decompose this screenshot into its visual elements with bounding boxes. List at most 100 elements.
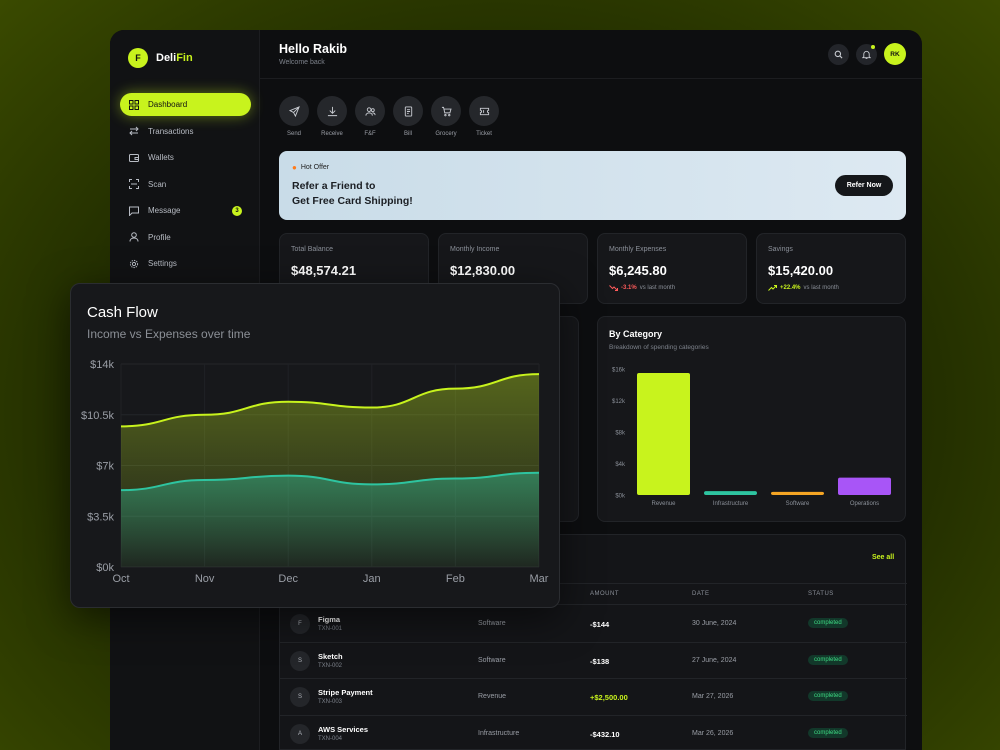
sidebar-item-dashboard[interactable]: Dashboard xyxy=(120,93,251,116)
download-icon xyxy=(327,106,337,116)
logo[interactable]: F DeliFin xyxy=(128,48,193,68)
sidebar-item-label: Transactions xyxy=(148,126,194,136)
table-row[interactable]: S Sketch TXN-002 Software -$138 27 June,… xyxy=(280,643,907,679)
offer-tag-label: Hot Offer xyxy=(300,164,330,171)
sidebar-item-label: Scan xyxy=(148,179,167,189)
action-grocery[interactable]: Grocery xyxy=(431,96,461,137)
x-tick-label: Infrastructure xyxy=(713,501,749,507)
x-tick-label: Operations xyxy=(850,501,879,507)
merchant-avatar: S xyxy=(290,687,310,707)
y-tick-label: $8k xyxy=(615,431,626,437)
sidebar-item-scan[interactable]: Scan xyxy=(120,173,251,196)
action-label: Grocery xyxy=(435,131,457,137)
bell-icon xyxy=(862,50,871,59)
action-send[interactable]: Send xyxy=(279,96,309,137)
y-tick-label: $7k xyxy=(96,461,114,473)
sidebar-item-message[interactable]: Message 3 xyxy=(120,199,251,222)
column-header-amount[interactable]: AMOUNT xyxy=(590,591,619,597)
user-icon xyxy=(129,232,139,242)
stat-monthly-expenses: Monthly Expenses $6,245.80 -3.1% vs last… xyxy=(597,233,747,304)
offer-line2: Get Free Card Shipping! xyxy=(292,195,413,207)
y-tick-label: $4k xyxy=(615,462,626,468)
trend-text: vs last month xyxy=(803,285,839,291)
action-label: Bill xyxy=(403,131,412,137)
y-tick-label: $10.5k xyxy=(81,410,115,422)
trend-up-icon xyxy=(768,285,777,291)
send-icon xyxy=(288,105,300,117)
sidebar-item-profile[interactable]: Profile xyxy=(120,226,251,249)
stat-savings: Savings $15,420.00 +22.4% vs last month xyxy=(756,233,906,304)
notifications-button[interactable] xyxy=(856,44,877,65)
sidebar-item-label: Profile xyxy=(148,232,171,242)
sidebar-item-wallets[interactable]: Wallets xyxy=(120,146,251,169)
action-grocery-circle xyxy=(431,96,461,126)
search-button[interactable] xyxy=(828,44,849,65)
sidebar-item-settings[interactable]: Settings xyxy=(120,252,251,275)
merchant-avatar: F xyxy=(290,614,310,634)
column-header-date[interactable]: DATE xyxy=(692,591,710,597)
brand-name-part2: Fin xyxy=(176,52,193,64)
trend-text: vs last month xyxy=(639,285,676,291)
stat-trend: +22.4% vs last month xyxy=(768,285,839,291)
x-tick-label: Jan xyxy=(363,573,381,585)
offer-line1: Refer a Friend to xyxy=(292,180,376,192)
ticket-icon xyxy=(479,107,489,115)
y-tick-label: $16k xyxy=(612,368,626,374)
action-bill[interactable]: Bill xyxy=(393,96,423,137)
table-row[interactable]: S Stripe Payment TXN-003 Revenue +$2,500… xyxy=(280,679,907,716)
stat-label: Monthly Income xyxy=(450,246,500,253)
y-tick-label: $14k xyxy=(90,359,114,371)
action-receive[interactable]: Receive xyxy=(317,96,347,137)
page-subtitle: Welcome back xyxy=(279,59,325,66)
avatar[interactable]: RK xyxy=(884,43,906,65)
y-tick-label: $12k xyxy=(612,399,626,405)
action-label: F&F xyxy=(364,131,376,137)
transaction-amount: -$144 xyxy=(590,620,610,629)
scan-icon xyxy=(129,179,139,189)
merchant-name: Sketch xyxy=(318,651,343,661)
header-divider xyxy=(260,78,922,79)
status-badge: completed xyxy=(808,618,848,628)
cash-flow-subtitle: Income vs Expenses over time xyxy=(87,327,251,341)
table-row[interactable]: F Figma TXN-001 Software -$144 30 June, … xyxy=(280,606,907,643)
stat-value: $48,574.21 xyxy=(291,263,357,278)
sidebar-item-transactions[interactable]: Transactions xyxy=(120,120,251,143)
action-label: Ticket xyxy=(476,131,492,137)
refer-now-button[interactable]: Refer Now xyxy=(835,175,893,196)
cash-flow-title: Cash Flow xyxy=(87,304,158,321)
series-area xyxy=(121,472,539,567)
transaction-id: TXN-003 xyxy=(318,699,343,705)
action-bill-circle xyxy=(393,96,423,126)
panel-subtitle: Breakdown of spending categories xyxy=(609,344,709,351)
transaction-id: TXN-004 xyxy=(318,735,343,742)
sidebar-item-label: Message xyxy=(148,206,181,215)
transaction-amount: -$432.10 xyxy=(590,729,620,739)
stat-value: $15,420.00 xyxy=(768,263,834,278)
see-all-link[interactable]: See all xyxy=(872,554,895,561)
bar xyxy=(704,491,757,495)
action-ff[interactable]: F&F xyxy=(355,96,385,137)
stat-value: $12,830.00 xyxy=(450,263,516,278)
x-tick-label: Feb xyxy=(446,573,465,585)
panel-title: By Category xyxy=(609,329,663,339)
transaction-date: Mar 27, 2026 xyxy=(692,693,734,700)
bill-icon xyxy=(404,105,412,117)
trend-value: -3.1% xyxy=(621,285,637,291)
arrows-icon xyxy=(129,126,139,136)
logo-mark: F xyxy=(128,48,148,68)
action-ff-circle xyxy=(355,96,385,126)
brand-name: DeliFin xyxy=(156,52,193,64)
series-line xyxy=(120,471,540,492)
stat-label: Monthly Expenses xyxy=(609,246,667,253)
transaction-date: Mar 26, 2026 xyxy=(692,729,734,737)
transaction-date: 30 June, 2024 xyxy=(692,620,737,627)
x-tick-label: Revenue xyxy=(651,501,676,507)
transaction-amount: -$138 xyxy=(590,656,610,666)
transaction-category: Software xyxy=(478,620,506,627)
column-header-status[interactable]: STATUS xyxy=(808,591,834,597)
transaction-amount: +$2,500.00 xyxy=(590,693,628,702)
table-row[interactable]: A AWS Services TXN-004 Infrastructure -$… xyxy=(280,716,907,750)
status-badge: completed xyxy=(808,727,848,738)
transaction-category: Software xyxy=(478,656,506,664)
action-ticket[interactable]: Ticket xyxy=(469,96,499,137)
